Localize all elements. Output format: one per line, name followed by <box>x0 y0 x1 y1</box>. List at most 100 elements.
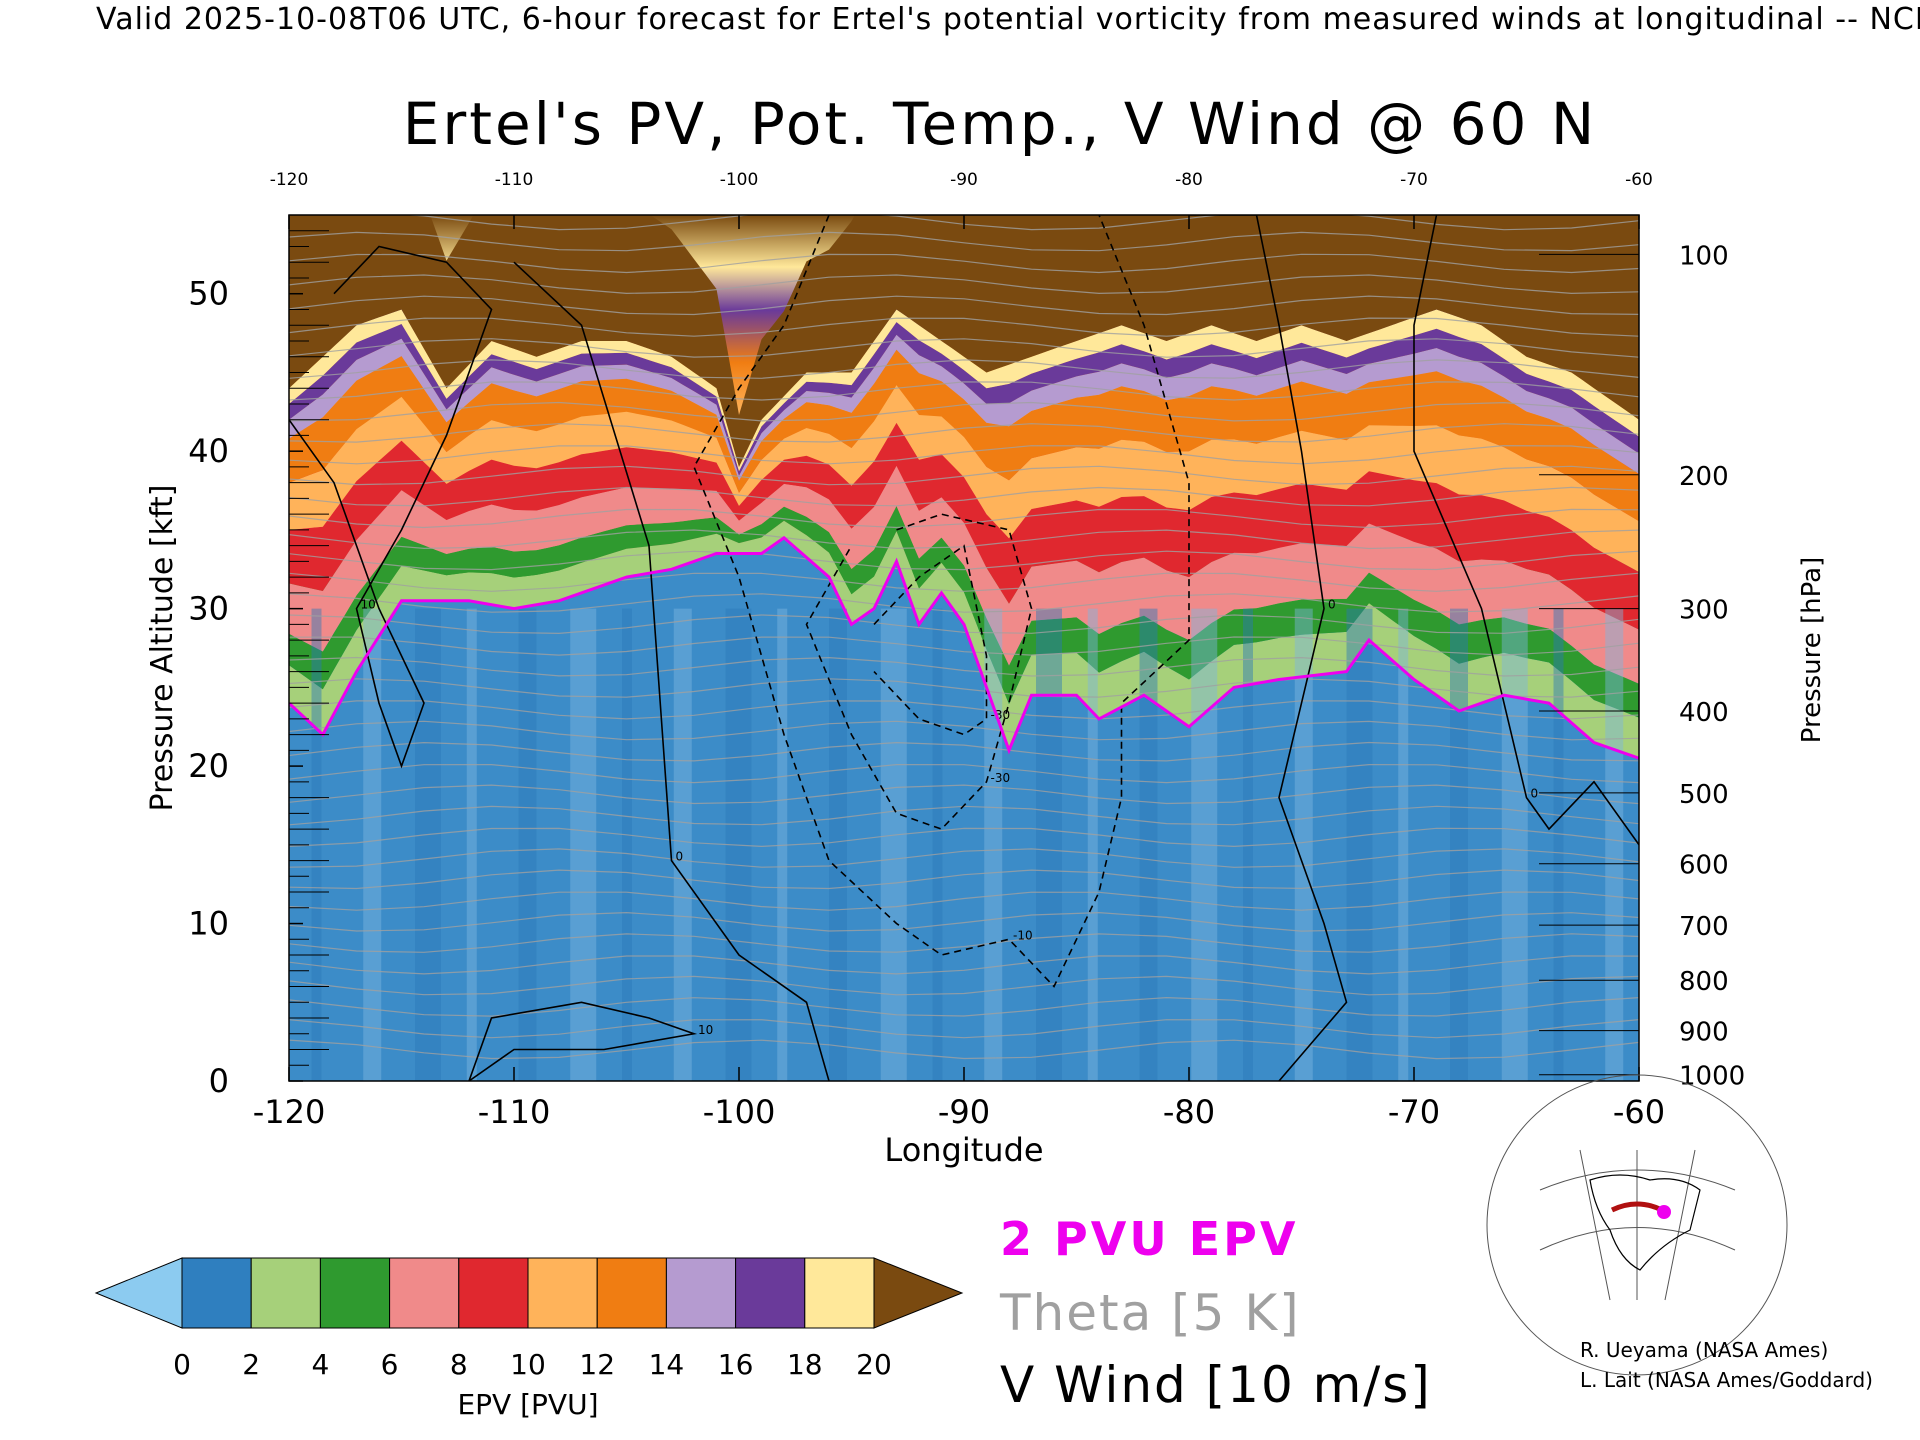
pv-streak <box>466 608 477 1081</box>
y-right-axis-label: Pressure [hPa] <box>1797 557 1827 744</box>
x-tick-label: -100 <box>703 1093 776 1131</box>
x-tick-label: -60 <box>1613 1093 1665 1131</box>
legend-pvu: 2 PVU EPV <box>1000 1212 1299 1266</box>
y-tick-label: 30 <box>188 590 229 628</box>
x-top-tick-label: -90 <box>950 170 978 190</box>
theta-contour <box>289 1019 1639 1039</box>
colorbar-tick-label: 4 <box>311 1348 329 1381</box>
pv-2pvu-contour <box>289 535 1639 760</box>
vwind-contour <box>468 1001 698 1081</box>
pv-streak <box>1036 608 1062 1081</box>
x-axis-label: Longitude <box>884 1131 1043 1169</box>
pv-streak <box>1087 608 1098 1081</box>
theta-contour <box>289 869 1639 890</box>
pv-band <box>289 385 1639 572</box>
pv-streak <box>1398 608 1409 1081</box>
vwind-contour-label: -30 <box>991 771 1011 785</box>
theta-contour <box>289 465 1639 486</box>
pv-streak <box>570 608 597 1081</box>
pressure-tick-label: 400 <box>1679 698 1729 728</box>
colorbar-tick-label: 12 <box>579 1348 615 1381</box>
pv-band <box>289 215 1639 467</box>
pv-streak <box>1294 608 1313 1081</box>
x-top-tick-label: -60 <box>1625 170 1653 190</box>
pv-streak <box>1243 608 1253 1081</box>
colorbar-tick-label: 18 <box>787 1348 823 1381</box>
colorbar-tick-label: 20 <box>856 1348 892 1381</box>
pressure-tick-label: 600 <box>1679 851 1729 881</box>
header-line: Valid 2025-10-08T06 UTC, 6-hour forecast… <box>96 2 1920 37</box>
pv-streak <box>1553 608 1564 1081</box>
theta-contour <box>289 656 1639 677</box>
x-top-tick-label: -100 <box>720 170 759 190</box>
pv-streak <box>1346 608 1373 1081</box>
legend-vwind: V Wind [10 m/s] <box>1000 1356 1432 1414</box>
colorbar-tick-label: 0 <box>173 1348 191 1381</box>
pv-band-low <box>289 537 1639 1081</box>
pv-streak <box>829 608 847 1081</box>
x-tick-label: -70 <box>1388 1093 1440 1131</box>
colorbar-tick-label: 14 <box>649 1348 685 1381</box>
vwind-contour-label: 0 <box>1531 787 1539 801</box>
theta-contour <box>289 700 1639 720</box>
globe-map-icon <box>1486 1074 1788 1376</box>
theta-contour <box>289 933 1639 953</box>
pv-band <box>289 349 1639 522</box>
colorbar-segment <box>735 1257 806 1329</box>
colorbar-tick-label: 6 <box>381 1348 399 1381</box>
theta-contour <box>289 911 1639 932</box>
theta-contour <box>289 636 1639 656</box>
x-top-tick-label: -110 <box>495 170 534 190</box>
pressure-tick-label: 500 <box>1679 780 1729 810</box>
pressure-tick-label: 100 <box>1679 241 1729 271</box>
pressure-tick-label: 900 <box>1679 1018 1729 1048</box>
y-axis-label: Pressure Altitude [kft] <box>145 485 180 812</box>
theta-contour <box>289 784 1639 805</box>
pressure-tick-label: 700 <box>1679 912 1729 942</box>
y-tick-label: 0 <box>209 1062 229 1100</box>
colorbar-segment <box>804 1257 875 1329</box>
colorbar-segment <box>181 1257 252 1329</box>
theta-contour <box>289 678 1639 698</box>
pv-streak <box>984 608 1003 1081</box>
theta-contour <box>289 444 1639 465</box>
theta-contour <box>289 295 1639 316</box>
x-tick-label: -110 <box>478 1093 551 1131</box>
colorbar-segment <box>319 1257 391 1329</box>
pv-streak <box>880 608 907 1081</box>
pressure-tick-label: 1000 <box>1679 1062 1745 1092</box>
pv-streak <box>415 608 441 1081</box>
colorbar-tick-label: 16 <box>718 1348 754 1381</box>
legend-theta: Theta [5 K] <box>1000 1284 1301 1342</box>
colorbar-segment <box>389 1257 460 1329</box>
y-tick-label: 50 <box>188 275 229 313</box>
x-tick-label: -90 <box>938 1093 990 1131</box>
y-tick-label: 40 <box>188 432 229 470</box>
colorbar-max-arrow <box>873 1257 964 1329</box>
vwind-contour-label: 10 <box>361 598 376 612</box>
theta-contour <box>289 848 1639 868</box>
x-top-tick-label: -80 <box>1175 170 1203 190</box>
vwind-contour-label: 0 <box>1328 598 1336 612</box>
vwind-contour <box>1413 215 1639 846</box>
colorbar-segment <box>458 1257 529 1329</box>
credit-line-1: R. Ueyama (NASA Ames) <box>1580 1338 1829 1362</box>
theta-contour <box>289 317 1639 337</box>
theta-contour <box>289 486 1639 507</box>
colorbar-tick-label: 8 <box>450 1348 468 1381</box>
vwind-contour-label: 10 <box>698 1023 713 1037</box>
colorbar-segment <box>665 1257 737 1329</box>
vwind-contour <box>805 513 1033 831</box>
vwind-contour-label: -10 <box>1013 928 1033 942</box>
vwind-contour <box>513 261 830 1081</box>
colorbar-tick-label: 2 <box>242 1348 260 1381</box>
x-top-tick-label: -120 <box>270 170 309 190</box>
pv-streak <box>932 608 943 1081</box>
theta-contour <box>289 274 1639 295</box>
theta-contour <box>289 593 1639 613</box>
x-top-tick-label: -70 <box>1400 170 1428 190</box>
theta-contour <box>289 614 1639 635</box>
pv-streak <box>1450 608 1468 1081</box>
y-tick-label: 10 <box>188 905 229 943</box>
